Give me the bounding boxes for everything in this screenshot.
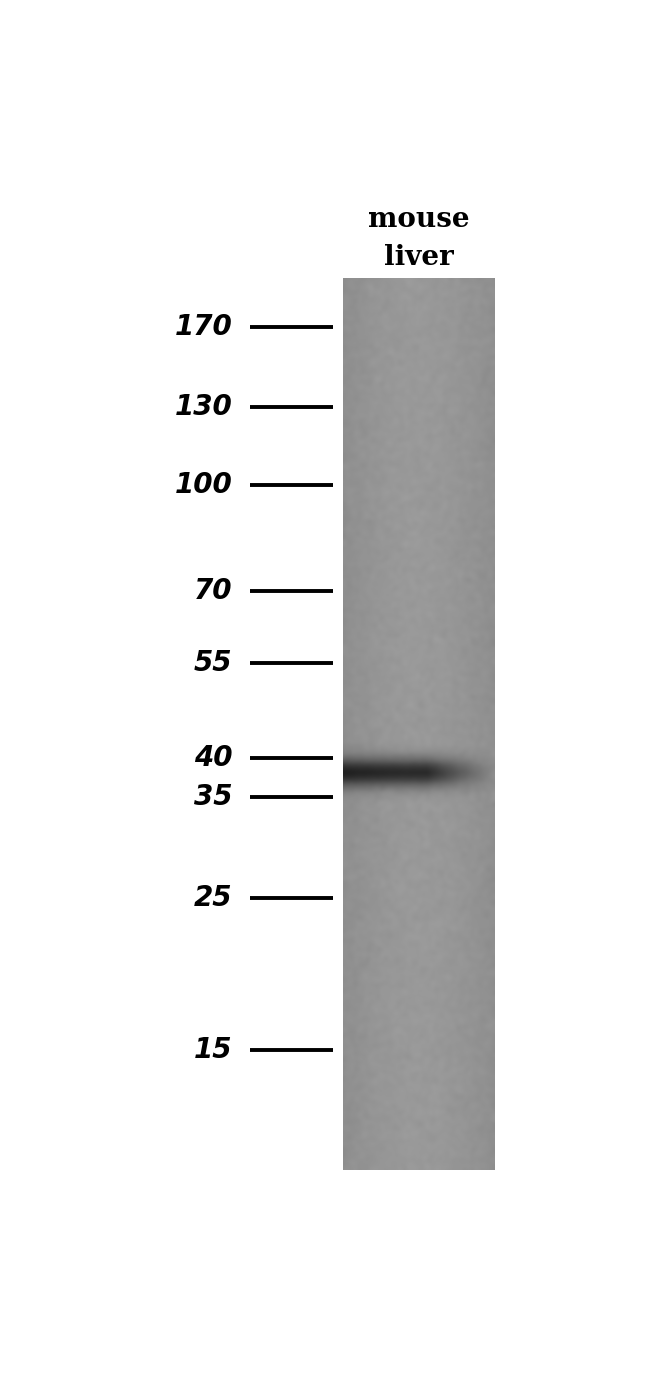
- Text: 55: 55: [194, 649, 233, 677]
- Text: 130: 130: [175, 393, 233, 420]
- Text: 100: 100: [175, 472, 233, 499]
- Text: 25: 25: [194, 884, 233, 911]
- Text: mouse: mouse: [368, 207, 469, 233]
- Text: 35: 35: [194, 784, 233, 811]
- Text: 40: 40: [194, 743, 233, 771]
- Text: liver: liver: [384, 244, 454, 270]
- Text: 70: 70: [194, 577, 233, 605]
- Text: 15: 15: [194, 1036, 233, 1064]
- Text: 170: 170: [175, 313, 233, 341]
